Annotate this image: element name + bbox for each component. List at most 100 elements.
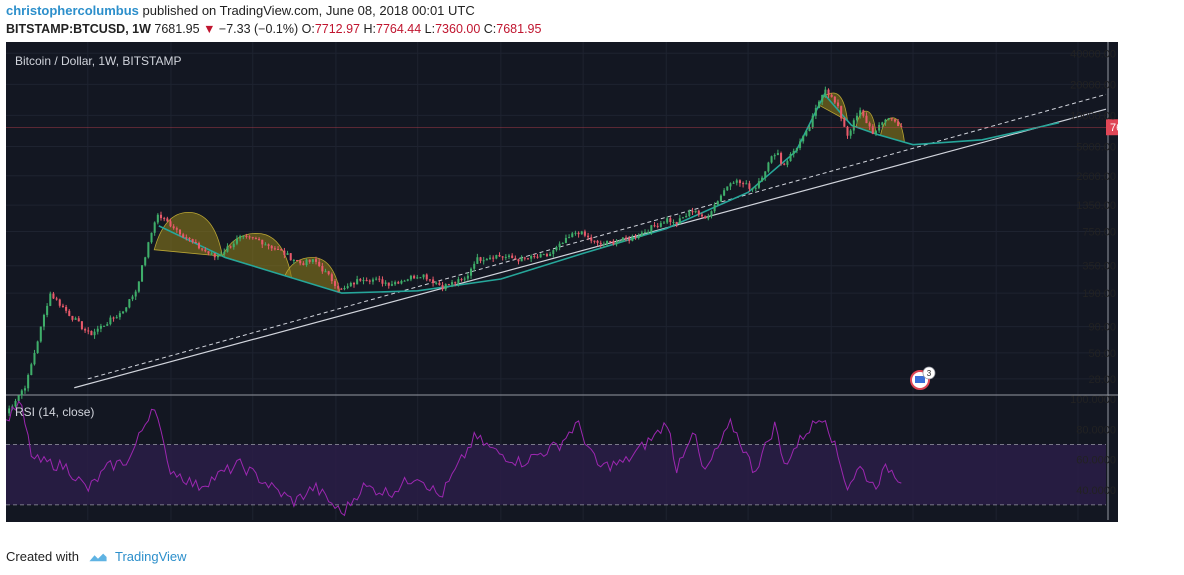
down-arrow-icon: ▼ [203, 22, 216, 36]
price-tick-label: 90.00 [1088, 322, 1116, 334]
candle-body [49, 293, 52, 306]
candle-body [754, 187, 757, 189]
candle-body [495, 255, 498, 259]
candle-body [871, 126, 874, 134]
candle-body [375, 278, 378, 280]
candle-body [340, 288, 343, 290]
candle-body [719, 195, 722, 202]
marker-flag [915, 376, 925, 383]
candle-body [112, 317, 115, 319]
candle-body [577, 232, 580, 235]
candle-body [745, 183, 748, 185]
candle-body [865, 115, 868, 124]
candle-body [526, 258, 530, 260]
candle-body [39, 326, 42, 342]
rsi-tick-label: 40.0000 [1076, 485, 1116, 497]
candle-body [504, 256, 507, 258]
dome-shape [221, 232, 293, 279]
candle-body [150, 232, 153, 243]
candle-body [568, 237, 571, 239]
chart-frame[interactable]: 7681.95 28.00 50.00 90.00 190.00 350.00 750.00… [6, 42, 1118, 522]
candle-body [248, 236, 251, 238]
candle-body [324, 271, 327, 273]
candle-body [884, 119, 887, 123]
candle-body [545, 254, 548, 257]
candle-body [232, 243, 235, 248]
tradingview-link[interactable]: TradingView [114, 549, 187, 564]
candle-body [371, 279, 374, 282]
candle-body [413, 275, 416, 279]
candle-body [466, 275, 469, 279]
candle-body [485, 258, 488, 261]
candle-body [166, 218, 169, 222]
candle-body [757, 181, 760, 188]
candle-body [492, 257, 495, 259]
candle-body [802, 135, 805, 142]
open-value: 7712.97 [314, 22, 361, 36]
candle-body [147, 242, 150, 258]
candle-body [267, 244, 270, 246]
candle-body [182, 234, 185, 238]
candle-body [156, 214, 159, 223]
candle-body [482, 260, 485, 262]
candle-body [30, 364, 33, 376]
candle-body [337, 285, 340, 289]
price-tick-label: 190.00 [1082, 288, 1116, 300]
candle-body [432, 279, 435, 284]
candle-body [384, 282, 387, 284]
candle-body [656, 225, 659, 227]
candle-body [501, 256, 504, 258]
price-tick-label: 28.00 [1088, 374, 1116, 386]
candle-body [229, 246, 232, 248]
candle-body [691, 211, 694, 213]
high-value: 7764.44 [376, 22, 422, 36]
candle-body [735, 180, 738, 183]
candle-body [675, 221, 678, 224]
author-link[interactable]: christophercolumbus [6, 3, 139, 18]
candle-body [42, 314, 45, 327]
candle-body [881, 122, 884, 125]
candle-body [827, 89, 830, 96]
candle-body [8, 408, 11, 414]
candle-body [637, 236, 640, 239]
candle-body [425, 274, 428, 280]
candle-body [36, 341, 39, 354]
footer: Created with TradingView [6, 549, 187, 564]
candle-body [890, 118, 893, 120]
candle-body [900, 126, 903, 128]
candle-body [261, 239, 264, 245]
candle-body [833, 96, 836, 103]
candle-body [74, 318, 77, 320]
candle-body [849, 130, 852, 136]
candle-body [836, 102, 840, 107]
candle-body [742, 183, 745, 185]
candle-body [270, 245, 273, 249]
candle-body [365, 280, 368, 282]
open-label: O: [301, 22, 315, 36]
close-value: 7681.95 [496, 22, 542, 36]
candle-body [403, 280, 406, 282]
candle-body [587, 235, 590, 238]
candle-body [590, 237, 593, 241]
candle-body [441, 285, 444, 290]
candle-body [488, 257, 492, 259]
rsi-line [6, 400, 902, 517]
candle-body [761, 177, 764, 182]
candle-body [805, 130, 808, 136]
candle-body [606, 240, 609, 244]
candle-body [239, 236, 242, 239]
candle-body [773, 155, 776, 157]
candle-body [558, 243, 561, 248]
candle-body [625, 237, 628, 239]
marker-count: 3 [927, 369, 932, 378]
candle-body [662, 222, 666, 224]
candle-body [678, 218, 681, 224]
candle-body [444, 284, 447, 290]
candle-body [387, 282, 390, 286]
candle-body [178, 229, 182, 235]
price-chart[interactable]: 7681.95 28.00 50.00 90.00 190.00 350.00 750.00… [6, 42, 1118, 522]
candle-body [333, 281, 337, 286]
candle-body [264, 244, 267, 246]
candle-body [811, 115, 814, 128]
price-tick-label: 20000.00 [1070, 79, 1116, 91]
